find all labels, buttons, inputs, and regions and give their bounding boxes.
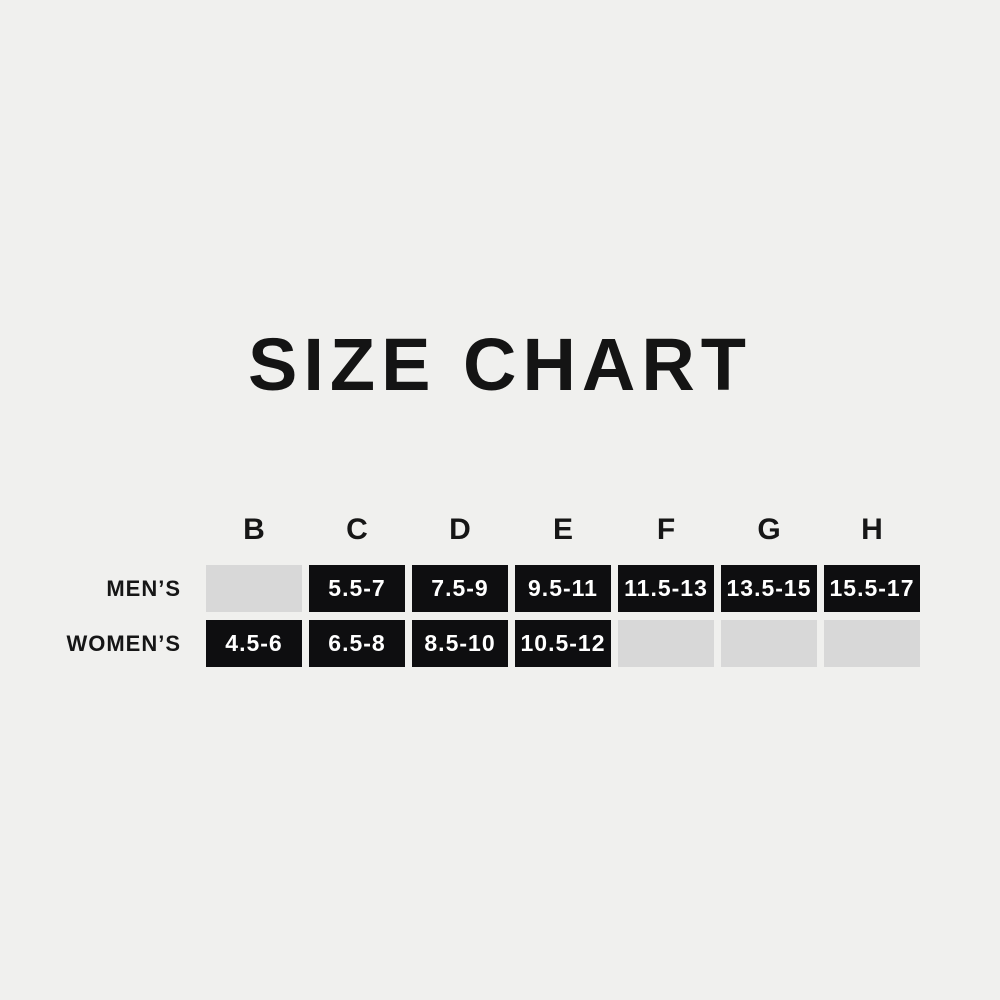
cell-womens-h	[824, 620, 920, 667]
cell-womens-b: 4.5-6	[206, 620, 302, 667]
cell-mens-d: 7.5-9	[412, 565, 508, 612]
column-header-d: D	[449, 513, 471, 546]
column-header-e: E	[552, 513, 573, 546]
column-header-c: C	[346, 513, 368, 546]
cell-womens-f	[618, 620, 714, 667]
size-table: MEN’S 5.5-7 7.5-9 9.5-11 11.5-13 13.5-15…	[66, 565, 920, 667]
cell-mens-g: 13.5-15	[721, 565, 817, 612]
column-header-row: B C D E F G H	[79, 510, 920, 546]
cell-mens-b	[206, 565, 302, 612]
column-header-g: G	[757, 513, 781, 546]
cell-mens-e: 9.5-11	[515, 565, 611, 612]
cell-mens-h: 15.5-17	[824, 565, 920, 612]
cell-womens-d: 8.5-10	[412, 620, 508, 667]
cell-womens-c: 6.5-8	[309, 620, 405, 667]
cell-mens-c: 5.5-7	[309, 565, 405, 612]
column-header-h: H	[861, 513, 883, 546]
cell-mens-f: 11.5-13	[618, 565, 714, 612]
page-title: SIZE CHART	[248, 323, 752, 406]
column-header-f: F	[656, 513, 676, 546]
cell-womens-g	[721, 620, 817, 667]
row-label-mens: MEN’S	[106, 575, 181, 601]
row-label-womens: WOMEN’S	[66, 630, 181, 656]
column-header-b: B	[243, 513, 265, 546]
cell-womens-e: 10.5-12	[515, 620, 611, 667]
